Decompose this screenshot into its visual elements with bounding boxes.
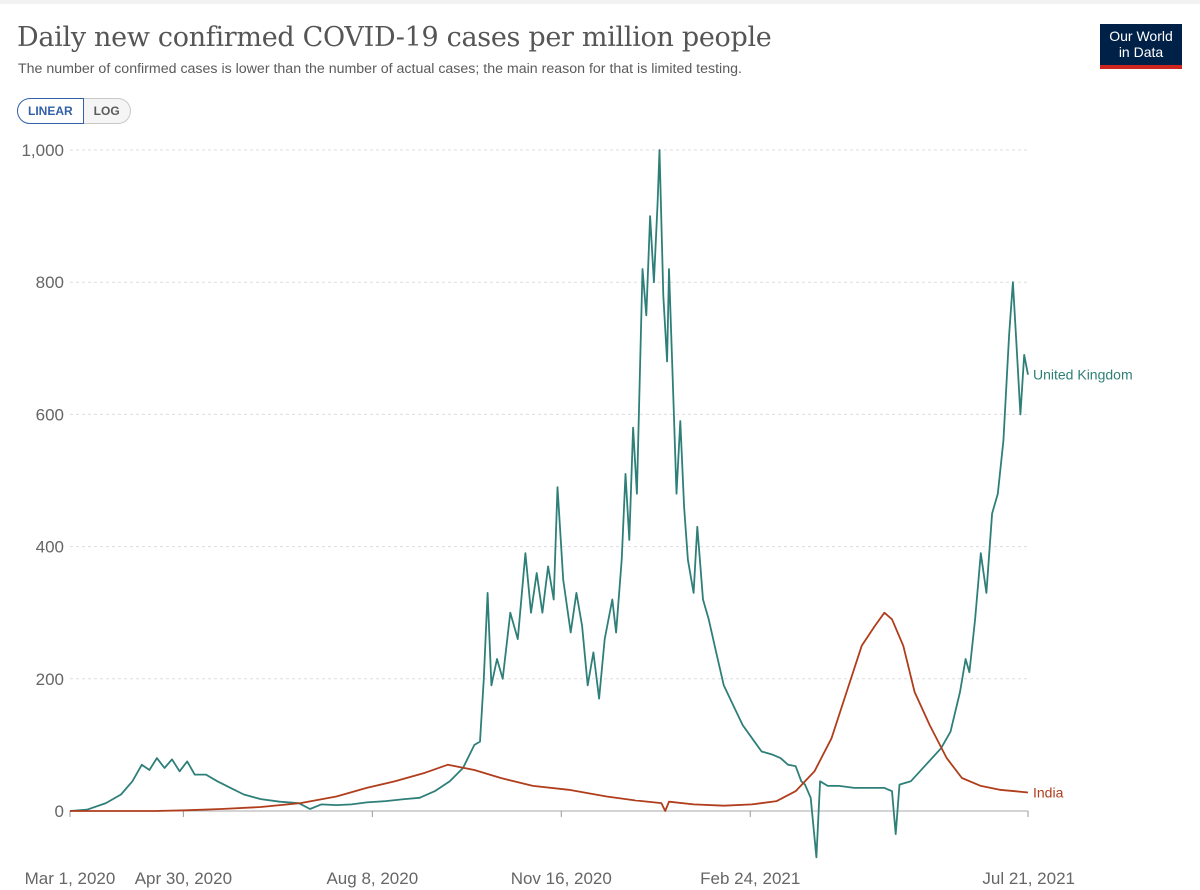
india-series-label: India: [1033, 784, 1064, 800]
uk-series-line: [69, 149, 1029, 859]
gridlines: [70, 149, 1028, 812]
series-lines: [69, 149, 1029, 859]
owid-logo[interactable]: Our World in Data: [1100, 24, 1182, 69]
logo-line-2: in Data: [1118, 44, 1164, 60]
chart-subtitle: The number of confirmed cases is lower t…: [18, 61, 742, 77]
linear-scale-button[interactable]: LINEAR: [17, 98, 84, 124]
uk-series-label: United Kingdom: [1033, 367, 1133, 383]
y-tick-label: 1,000: [21, 141, 64, 160]
x-tick-label: Jul 21, 2021: [982, 869, 1075, 888]
y-tick-label: 600: [36, 405, 64, 424]
x-tick-label: Mar 1, 2020: [25, 869, 116, 888]
x-tick-label: Apr 30, 2020: [135, 869, 232, 888]
x-axis-ticks: Mar 1, 2020 Apr 30, 2020 Aug 8, 2020 Nov 16…: [25, 811, 1075, 888]
x-tick-label: Feb 24, 2021: [700, 869, 800, 888]
y-axis-ticks: 0 200 400 600 800 1,000: [21, 141, 64, 821]
x-tick-label: Aug 8, 2020: [326, 869, 418, 888]
x-tick-label: Nov 16, 2020: [511, 869, 612, 888]
logo-accent-bar: [1100, 65, 1182, 69]
scale-toggle: LINEAR LOG: [17, 98, 131, 124]
chart-title: Daily new confirmed COVID-19 cases per m…: [17, 22, 772, 53]
logo-line-1: Our World: [1109, 28, 1173, 44]
y-tick-label: 200: [36, 670, 64, 689]
y-tick-label: 0: [55, 802, 64, 821]
y-tick-label: 400: [36, 538, 64, 557]
india-series-line: [70, 611, 1029, 812]
y-tick-label: 800: [36, 273, 64, 292]
log-scale-button[interactable]: LOG: [83, 98, 131, 124]
series-labels: United Kingdom India: [1033, 367, 1133, 801]
top-rule: [0, 0, 1200, 4]
